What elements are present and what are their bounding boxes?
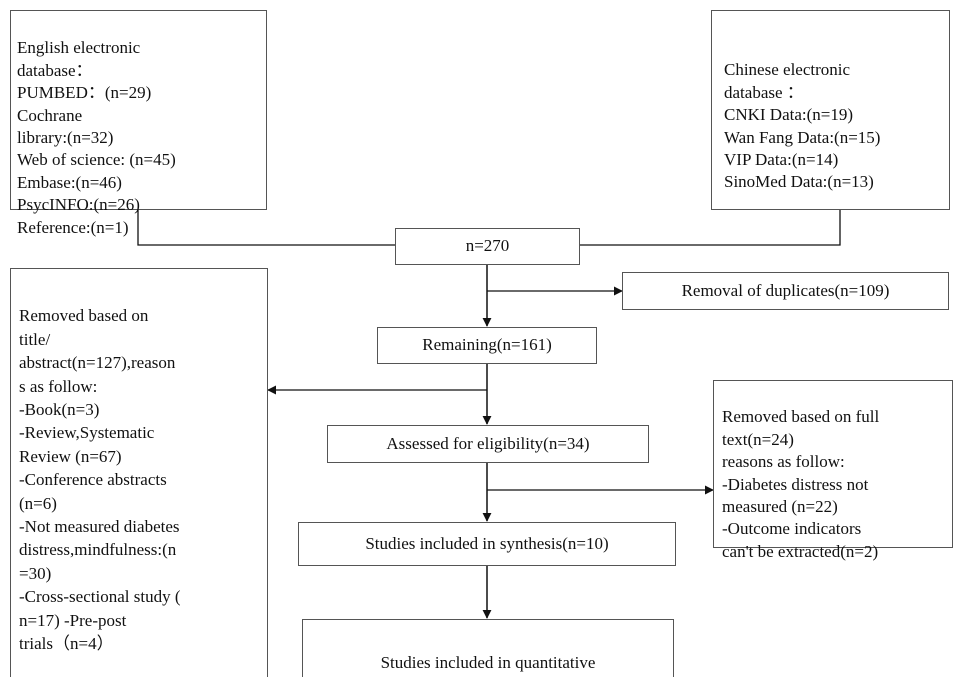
text-line: measured (n=22) [722,497,838,517]
text-line: =30) [19,563,52,583]
text-line: Chinese electronic [724,60,851,80]
text-line: VIP Data:(n=14) [724,150,839,170]
quantitative-box: Studies included in quantitative synthesi… [302,619,674,677]
text-line: s as follow: [19,376,98,396]
text-line: title/ [19,329,51,349]
synthesis-box: Studies included in synthesis(n=10) [298,522,676,566]
text-line: English electronic [17,38,141,58]
english-database-box: English electronic database： PUMBED：(n=29)… [10,10,267,237]
eligibility-box: Assessed for eligibility(n=34) [327,425,649,463]
quantitative-text: Studies included in quantitative synthesi… [303,652,673,677]
text-line: database ： [724,82,804,102]
text-line: text(n=24) [722,429,794,449]
text-line: Embase:(n=46) [17,172,122,192]
connector-chinese-to-total [580,210,841,246]
text-line: Removed based on full [722,407,880,427]
text-line: -Conference abstracts [19,470,167,490]
text-line: abstract(n=127),reason [19,353,176,373]
text-line: -Review,Systematic [19,423,155,443]
text-line: (n=6) [19,493,57,513]
total-records-box: n=270 [395,228,580,265]
remaining-box: Remaining(n=161) [377,327,597,364]
text-line: Wan Fang Data:(n=15) [724,127,881,147]
text-line: PsycINFO:(n=26) [17,195,140,215]
text-line: -Cross-sectional study ( [19,587,181,607]
chinese-database-box: Chinese electronic database ： CNKI Data:(n… [711,10,950,210]
duplicates-text: Removal of duplicates(n=109) [681,280,890,300]
text-line: trials（n=4） [19,634,114,654]
text-line: -Not measured diabetes [19,517,180,537]
text-line: -Diabetes distress not [722,474,869,494]
removed-full-text-text: Removed based on full text(n=24) reasons a… [722,406,948,563]
text-line: can't be extracted(n=2) [722,541,879,561]
text-line: reasons as follow: [722,452,845,472]
eligibility-text: Assessed for eligibility(n=34) [386,433,590,453]
connector-english-to-total [137,210,395,246]
text-line: database： [17,60,93,80]
removed-title-abstract-text: Removed based on title/abstract(n=127),re… [19,304,263,655]
remaining-text: Remaining(n=161) [422,335,552,355]
text-line: synthesis (n=8) [303,675,673,677]
text-line: Removed based on [19,306,149,326]
synthesis-text: Studies included in synthesis(n=10) [365,533,609,553]
removed-full-text-box: Removed based on full text(n=24) reasons a… [713,380,953,561]
text-line: -Book(n=3) [19,400,100,420]
english-database-text: English electronic database： PUMBED：(n=29)… [17,37,260,239]
text-line: library:(n=32) [17,128,114,148]
text-line: n=17) -Pre-post [19,610,127,630]
text-line: CNKI Data:(n=19) [724,105,854,125]
text-line: -Outcome indicators [722,519,862,539]
chinese-database-text: Chinese electronic database ： CNKI Data:(n… [724,59,941,193]
text-line: PUMBED：(n=29) [17,83,152,103]
text-line: Cochrane [17,105,83,125]
text-line: Reference:(n=1) [17,217,129,237]
text-line: Studies included in quantitative [380,653,596,673]
duplicates-box: Removal of duplicates(n=109) [622,272,949,310]
text-line: Review (n=67) [19,446,122,466]
removed-title-abstract-box: Removed based on title/abstract(n=127),re… [10,268,268,677]
total-records-text: n=270 [465,236,510,256]
text-line: SinoMed Data:(n=13) [724,172,874,192]
text-line: distress,mindfulness:(n [19,540,177,560]
text-line: Web of science: (n=45) [17,150,176,170]
